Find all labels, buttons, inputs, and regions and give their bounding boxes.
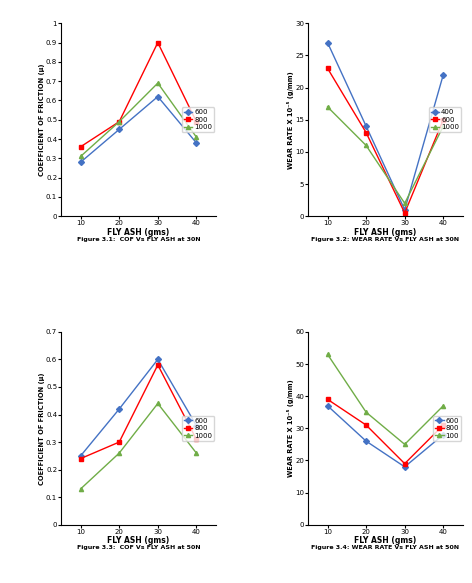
Text: Figure 3.4: WEAR RATE Vs FLY ASH at 50N: Figure 3.4: WEAR RATE Vs FLY ASH at 50N [312,545,459,550]
1000 [155,400,160,407]
1000 [363,142,369,149]
600 [402,209,407,216]
800 [194,436,199,443]
600 [325,65,330,72]
1000 [155,80,160,87]
X-axis label: FLY ASH (gms): FLY ASH (gms) [354,536,416,545]
Legend: 600, 800, 1000: 600, 800, 1000 [182,107,214,132]
800 [78,455,84,462]
600 [155,356,160,363]
600 [402,463,407,470]
600 [155,93,160,100]
800 [363,422,369,429]
600 [78,452,84,459]
600 [78,159,84,166]
1000 [78,153,84,160]
800 [117,118,122,125]
Line: 1000: 1000 [78,402,198,491]
Line: 600: 600 [78,94,198,164]
Text: Figure 3.3:  COF Vs FLY ASH at 50N: Figure 3.3: COF Vs FLY ASH at 50N [77,545,200,550]
Line: 600: 600 [326,403,446,469]
Line: 600: 600 [78,357,198,458]
100 [325,351,330,358]
800 [325,396,330,403]
1000 [440,122,446,129]
600 [117,406,122,413]
600 [194,422,199,429]
600 [440,431,446,438]
Line: 600: 600 [326,66,446,215]
Y-axis label: COEFFICIENT OF FRICTION (µ): COEFFICIENT OF FRICTION (µ) [39,372,44,484]
X-axis label: FLY ASH (gms): FLY ASH (gms) [108,536,169,545]
400 [363,122,369,129]
1000 [194,134,199,141]
600 [440,116,446,123]
600 [117,126,122,133]
Line: 800: 800 [78,363,198,461]
600 [363,129,369,136]
800 [155,39,160,46]
X-axis label: FLY ASH (gms): FLY ASH (gms) [108,228,169,237]
1000 [117,449,122,456]
800 [117,438,122,445]
100 [440,402,446,409]
400 [325,39,330,46]
Legend: 600, 800, 1000: 600, 800, 1000 [182,416,214,441]
Text: Figure 3.2: WEAR RATE Vs FLY ASH at 30N: Figure 3.2: WEAR RATE Vs FLY ASH at 30N [312,237,459,241]
800 [78,143,84,150]
Y-axis label: WEAR RATE X 10⁻⁵ (g/mm): WEAR RATE X 10⁻⁵ (g/mm) [287,71,294,168]
400 [402,206,407,213]
600 [325,402,330,409]
100 [402,441,407,448]
Text: Figure 3.1:  COF Vs FLY ASH at 30N: Figure 3.1: COF Vs FLY ASH at 30N [77,237,200,241]
1000 [325,103,330,110]
100 [363,409,369,416]
Y-axis label: WEAR RATE X 10⁻⁵ (g/mm): WEAR RATE X 10⁻⁵ (g/mm) [287,380,294,477]
600 [363,438,369,445]
X-axis label: FLY ASH (gms): FLY ASH (gms) [354,228,416,237]
800 [194,118,199,125]
Line: 1000: 1000 [78,81,198,159]
1000 [117,118,122,125]
Line: 800: 800 [326,397,446,466]
Y-axis label: COEFFICIENT OF FRICTION (µ): COEFFICIENT OF FRICTION (µ) [39,64,44,176]
Line: 1000: 1000 [326,105,446,205]
800 [402,460,407,467]
Legend: 400, 600, 1000: 400, 600, 1000 [429,107,461,132]
1000 [194,449,199,456]
600 [194,139,199,146]
Line: 100: 100 [326,352,446,447]
800 [155,361,160,368]
800 [440,422,446,429]
1000 [78,486,84,493]
Line: 400: 400 [326,41,446,212]
Legend: 600, 800, 100: 600, 800, 100 [433,416,461,441]
400 [440,71,446,78]
1000 [402,200,407,207]
Line: 800: 800 [78,41,198,149]
